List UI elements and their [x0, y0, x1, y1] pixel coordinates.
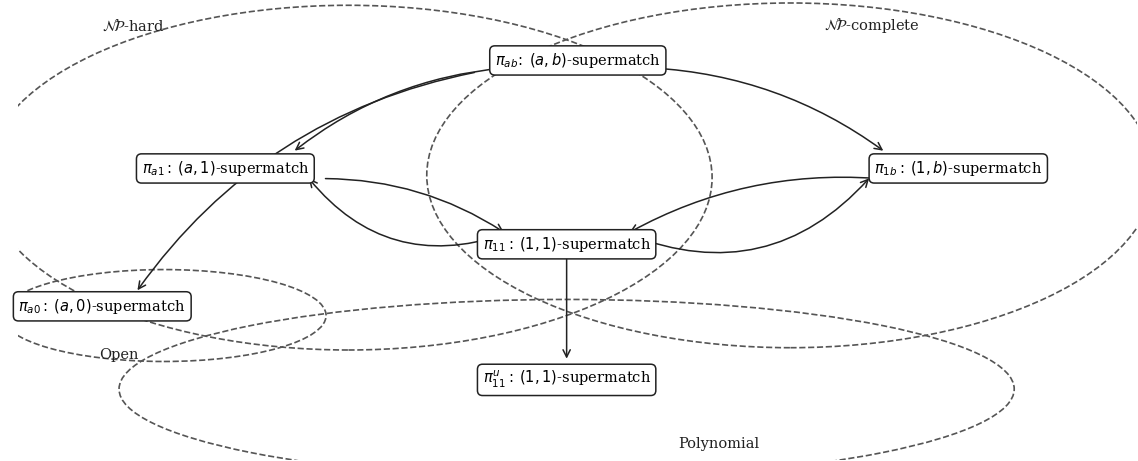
Text: $\mathcal{N}\!\mathcal{P}$-complete: $\mathcal{N}\!\mathcal{P}$-complete — [824, 17, 920, 35]
Text: Open: Open — [99, 348, 139, 361]
Text: $\pi^{u}_{11}:\:(1,1)$-supermatch: $\pi^{u}_{11}:\:(1,1)$-supermatch — [483, 369, 651, 390]
Text: $\pi_{a1}:\:(a,1)$-supermatch: $\pi_{a1}:\:(a,1)$-supermatch — [141, 159, 310, 178]
Text: $\pi_{ab}\!:\;(a,b)$-supermatch: $\pi_{ab}\!:\;(a,b)$-supermatch — [495, 51, 661, 70]
Text: $\pi_{11}:\:(1,1)$-supermatch: $\pi_{11}:\:(1,1)$-supermatch — [483, 235, 651, 254]
Text: $\pi_{1b}:\:(1,b)$-supermatch: $\pi_{1b}:\:(1,b)$-supermatch — [874, 159, 1042, 178]
Text: Polynomial: Polynomial — [678, 437, 760, 451]
Text: $\mathcal{N}\!\mathcal{P}$-hard: $\mathcal{N}\!\mathcal{P}$-hard — [102, 18, 165, 34]
Text: $\pi_{a0}:\:(a,0)$-supermatch: $\pi_{a0}:\:(a,0)$-supermatch — [18, 297, 185, 316]
